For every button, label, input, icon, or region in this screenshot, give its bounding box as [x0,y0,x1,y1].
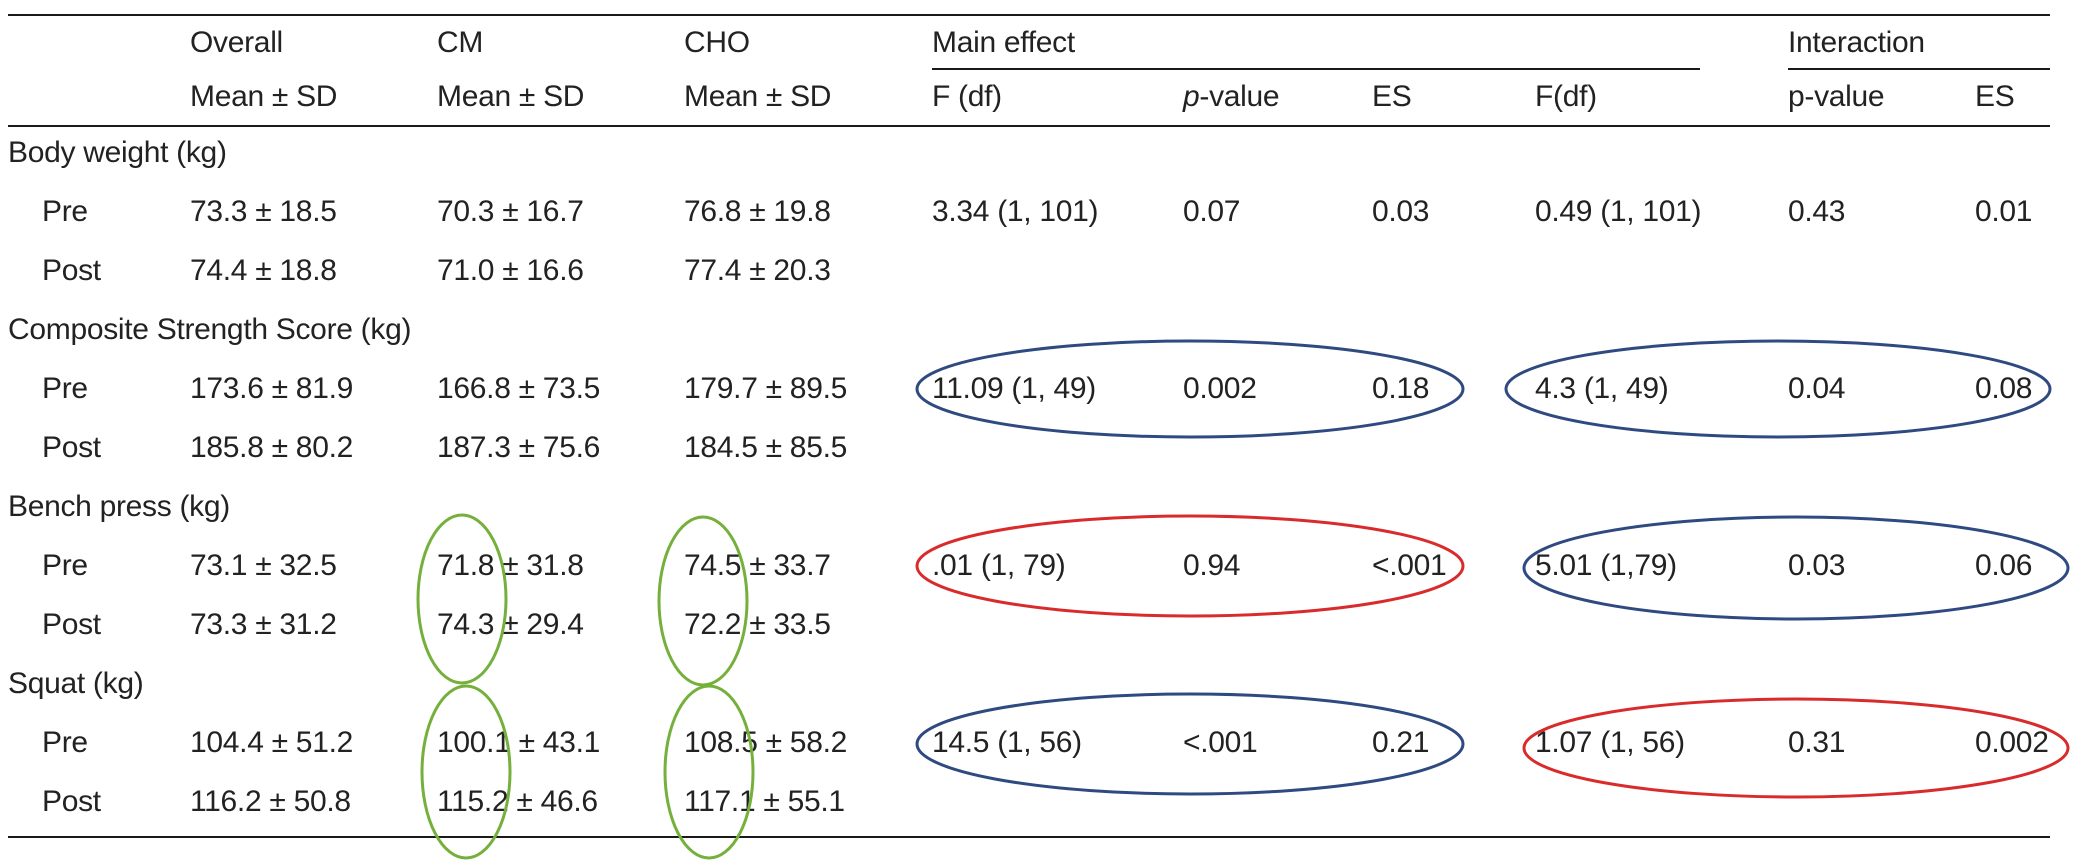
header-cho: CHO [684,26,750,59]
header-overall-mean-sd: Mean ± SD [190,80,338,113]
interaction-p-value: 0.31 [1788,726,1846,759]
header-main-es: ES [1372,80,1412,113]
header-overall: Overall [190,26,283,59]
main-f-value: .01 (1, 79) [932,549,1066,582]
cm-value: 70.3 ± 16.7 [437,195,584,228]
cho-value: 72.2 ± 33.5 [684,608,831,641]
interaction-es-value: 0.01 [1975,195,2033,228]
interaction-es-value: 0.06 [1975,549,2033,582]
row-label: Pre [42,195,88,228]
main-f-value: 3.34 (1, 101) [932,195,1099,228]
row-label: Pre [42,372,88,405]
overall-value: 116.2 ± 50.8 [190,785,351,818]
cm-value: 71.0 ± 16.6 [437,254,584,287]
cm-value: 71.8 ± 31.8 [437,549,584,582]
cho-value: 108.5 ± 58.2 [684,726,847,759]
header-cm: CM [437,26,484,59]
cm-value: 115.2 ± 46.6 [437,785,598,818]
cm-value: 74.3 ± 29.4 [437,608,584,641]
interaction-p-value: 0.04 [1788,372,1846,405]
cho-value: 179.7 ± 89.5 [684,372,847,405]
main-p-value: 0.07 [1183,195,1241,228]
header-cm-mean-sd: Mean ± SD [437,80,585,113]
overall-value: 73.3 ± 18.5 [190,195,337,228]
cm-value: 100.1 ± 43.1 [437,726,600,759]
interaction-f-value: 1.07 (1, 56) [1535,726,1685,759]
row-label: Pre [42,549,88,582]
section-title-composite-strength: Composite Strength Score (kg) [8,313,412,346]
header-interaction-f-df: F(df) [1535,80,1597,113]
overall-value: 104.4 ± 51.2 [190,726,353,759]
overall-value: 74.4 ± 18.8 [190,254,337,287]
cho-value: 117.1 ± 55.1 [684,785,845,818]
main-p-value: 0.94 [1183,549,1241,582]
overall-value: 73.3 ± 31.2 [190,608,337,641]
header-main-p-suffix: -value [1199,80,1280,113]
header-interaction: Interaction [1788,26,1925,59]
cm-value: 187.3 ± 75.6 [437,431,600,464]
header-main-effect: Main effect [932,26,1075,59]
cho-value: 184.5 ± 85.5 [684,431,847,464]
interaction-es-value: 0.002 [1975,726,2049,759]
interaction-f-value: 5.01 (1,79) [1535,549,1677,582]
header-bottom-rule [8,125,2050,127]
main-effect-underline [932,68,1700,70]
cho-value: 76.8 ± 19.8 [684,195,831,228]
overall-value: 185.8 ± 80.2 [190,431,353,464]
row-label: Pre [42,726,88,759]
overall-value: 173.6 ± 81.9 [190,372,353,405]
interaction-f-value: 0.49 (1, 101) [1535,195,1702,228]
header-main-p-value: p-value [1183,79,1280,115]
interaction-es-value: 0.08 [1975,372,2033,405]
header-main-p-italic: p [1183,80,1200,113]
main-p-value: 0.002 [1183,372,1257,405]
main-f-value: 14.5 (1, 56) [932,726,1082,759]
header-main-f-df: F (df) [932,80,1002,113]
main-es-value: 0.03 [1372,195,1430,228]
main-es-value: 0.21 [1372,726,1430,759]
main-es-value: 0.18 [1372,372,1430,405]
cho-value: 74.5 ± 33.7 [684,549,831,582]
bottom-rule [8,836,2050,838]
row-label: Post [42,785,101,818]
section-title-body-weight: Body weight (kg) [8,136,227,169]
header-cho-mean-sd: Mean ± SD [684,80,832,113]
main-f-value: 11.09 (1, 49) [932,372,1096,405]
top-rule [8,14,2050,16]
interaction-f-value: 4.3 (1, 49) [1535,372,1669,405]
cho-value: 77.4 ± 20.3 [684,254,831,287]
section-title-bench-press: Bench press (kg) [8,490,230,523]
row-label: Post [42,608,101,641]
interaction-underline [1788,68,2050,70]
overall-value: 73.1 ± 32.5 [190,549,337,582]
header-interaction-es: ES [1975,80,2015,113]
main-p-value: <.001 [1183,726,1258,759]
interaction-p-value: 0.43 [1788,195,1846,228]
main-es-value: <.001 [1372,549,1447,582]
row-label: Post [42,431,101,464]
interaction-p-value: 0.03 [1788,549,1846,582]
header-interaction-p-value: p-value [1788,80,1885,113]
cm-value: 166.8 ± 73.5 [437,372,600,405]
section-title-squat: Squat (kg) [8,667,144,700]
row-label: Post [42,254,101,287]
